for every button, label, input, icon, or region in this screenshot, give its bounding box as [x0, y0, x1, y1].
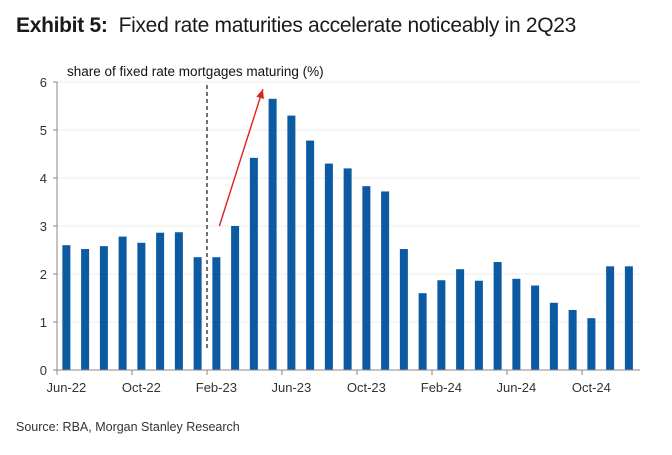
bar — [587, 318, 596, 370]
y-tick-label: 4 — [40, 171, 47, 186]
bar — [324, 163, 333, 370]
bar — [568, 310, 577, 370]
bar — [399, 249, 408, 370]
bar — [287, 115, 296, 370]
x-tick-label: Jun-23 — [272, 380, 312, 395]
x-tick-label: Jun-22 — [47, 380, 87, 395]
bar — [512, 278, 521, 370]
bar — [418, 293, 427, 370]
x-tick-label: Feb-24 — [421, 380, 462, 395]
bar — [549, 302, 558, 370]
bar — [212, 257, 221, 370]
bar — [306, 140, 315, 370]
y-tick-label: 5 — [40, 123, 47, 138]
bar — [174, 232, 183, 370]
y-tick-label: 3 — [40, 219, 47, 234]
bar — [531, 285, 540, 370]
bar — [362, 186, 371, 370]
bar — [606, 266, 615, 370]
bar — [381, 191, 390, 370]
bar — [193, 257, 202, 370]
y-tick-label: 0 — [40, 363, 47, 378]
y-tick-label: 6 — [40, 75, 47, 90]
source-note: Source: RBA, Morgan Stanley Research — [16, 420, 240, 434]
bar — [62, 245, 71, 370]
trend-arrow — [218, 88, 264, 227]
bar — [99, 246, 108, 370]
bar — [624, 266, 633, 370]
bar — [156, 232, 165, 370]
y-tick-label: 1 — [40, 315, 47, 330]
title-text: Fixed rate maturities accelerate noticea… — [118, 14, 577, 37]
bar — [437, 280, 446, 370]
bar — [343, 168, 352, 370]
bar — [137, 242, 146, 370]
x-tick-label: Feb-23 — [196, 380, 237, 395]
y-tick-label: 2 — [40, 267, 47, 282]
y-axis-label: share of fixed rate mortgages maturing (… — [67, 64, 324, 79]
bar — [81, 249, 90, 370]
bar — [231, 226, 240, 370]
arrow-head-icon — [256, 89, 264, 99]
x-tick-label: Oct-22 — [122, 380, 161, 395]
bar — [474, 280, 483, 370]
chart-title: Exhibit 5: Fixed rate maturities acceler… — [16, 14, 576, 38]
bar — [493, 262, 502, 370]
exhibit-label: Exhibit 5: — [16, 14, 108, 37]
bar — [249, 157, 258, 370]
x-tick-label: Jun-24 — [497, 380, 537, 395]
x-tick-label: Oct-23 — [347, 380, 386, 395]
x-tick-label: Oct-24 — [572, 380, 611, 395]
bar — [456, 269, 465, 370]
bar — [118, 236, 127, 370]
bar — [268, 98, 277, 371]
